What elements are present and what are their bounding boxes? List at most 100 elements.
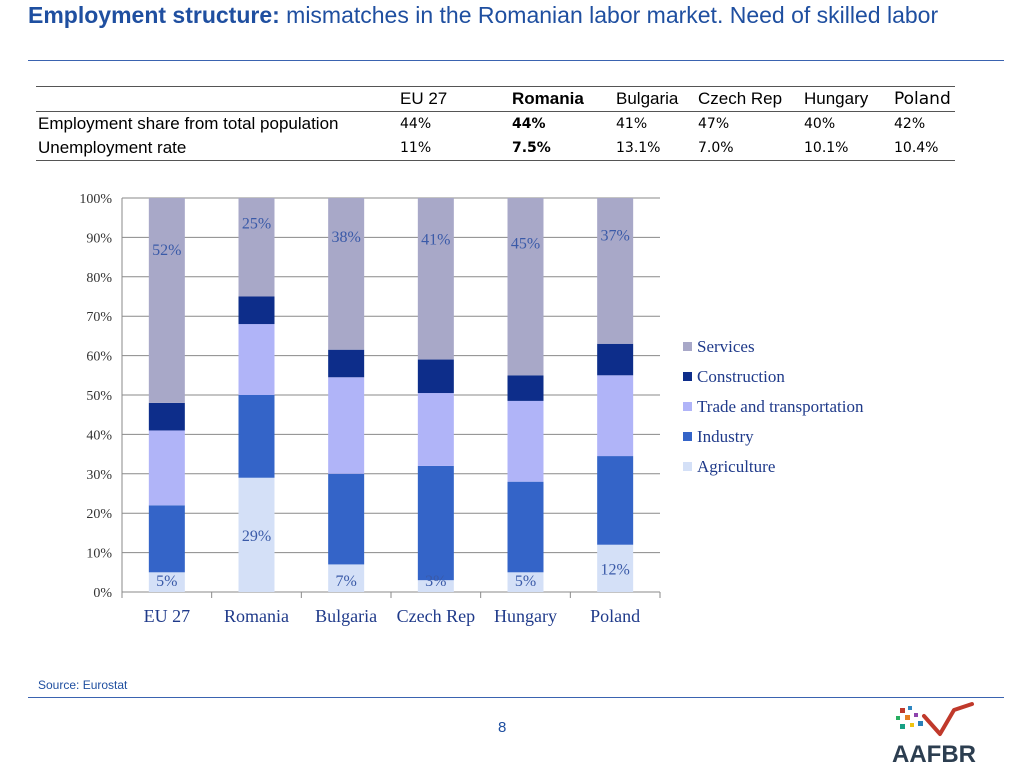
bar-segment-agriculture bbox=[148, 572, 185, 592]
slide-title: Employment structure: mismatches in the … bbox=[28, 0, 1008, 30]
bar-segment-industry bbox=[148, 505, 185, 573]
data-label: 12% bbox=[601, 561, 630, 578]
data-label: 38% bbox=[332, 229, 361, 246]
x-tick-label: Czech Rep bbox=[397, 606, 475, 626]
bar-segment-services bbox=[148, 198, 185, 403]
table-cell: 44% bbox=[400, 116, 432, 132]
legend-swatch bbox=[683, 342, 692, 351]
bar-segment-trade-and-transportation bbox=[597, 375, 634, 457]
y-tick-label: 100% bbox=[79, 192, 112, 207]
title-rest: mismatches in the Romanian labor market.… bbox=[279, 2, 939, 28]
data-label: 5% bbox=[156, 573, 177, 590]
bar-segment-agriculture bbox=[417, 580, 454, 592]
legend-swatch bbox=[683, 432, 692, 441]
bar-segment-trade-and-transportation bbox=[417, 393, 454, 466]
title-rule bbox=[28, 60, 1004, 61]
table-header-cell: Romania bbox=[510, 86, 614, 112]
y-tick-label: 30% bbox=[86, 468, 112, 483]
legend-label: Industry bbox=[697, 427, 754, 446]
data-label: 52% bbox=[152, 242, 181, 259]
bar-segment-industry bbox=[238, 395, 275, 478]
y-tick-label: 10% bbox=[86, 547, 112, 562]
table-header-row: EU 27 Romania Bulgaria Czech Rep Hungary… bbox=[36, 86, 955, 112]
legend-label: Agriculture bbox=[697, 457, 775, 476]
title-bold: Employment structure: bbox=[28, 2, 280, 28]
bar-segment-services bbox=[507, 198, 544, 376]
footer-rule bbox=[28, 697, 1004, 698]
bar-segment-construction bbox=[597, 343, 634, 376]
bar-segment-trade-and-transportation bbox=[238, 324, 275, 395]
bar-segment-construction bbox=[417, 359, 454, 394]
bar-segment-services bbox=[597, 198, 634, 344]
bar-segment-industry bbox=[597, 456, 634, 545]
x-tick-label: EU 27 bbox=[144, 606, 191, 626]
y-tick-label: 0% bbox=[93, 586, 112, 601]
table-row-label: Employment share from total population bbox=[38, 114, 339, 133]
bar-segment-agriculture bbox=[507, 572, 544, 592]
table-cell: 10.4% bbox=[892, 136, 955, 161]
bar-segment-agriculture bbox=[328, 564, 365, 592]
bar-segment-trade-and-transportation bbox=[328, 377, 365, 474]
legend-label: Trade and transportation bbox=[697, 397, 864, 416]
data-label: 37% bbox=[601, 227, 630, 244]
data-label: 3% bbox=[425, 573, 446, 590]
x-tick-label: Hungary bbox=[494, 606, 557, 626]
table-header-cell: Poland bbox=[892, 86, 955, 112]
legend-label: Services bbox=[697, 337, 755, 356]
table-cell: 7.0% bbox=[696, 136, 802, 161]
table-cell: 13.1% bbox=[614, 136, 696, 161]
table-cell: 7.5% bbox=[510, 136, 614, 161]
stats-table: EU 27 Romania Bulgaria Czech Rep Hungary… bbox=[36, 86, 955, 161]
bar-segment-construction bbox=[328, 349, 365, 378]
table-cell: 44% bbox=[512, 116, 546, 132]
y-tick-label: 40% bbox=[86, 428, 112, 443]
legend-label: Construction bbox=[697, 367, 785, 386]
table-header-cell: Hungary bbox=[802, 86, 892, 112]
table-row: Employment share from total population 4… bbox=[36, 112, 955, 137]
bar-segment-industry bbox=[417, 465, 454, 581]
table-cell: 10.1% bbox=[802, 136, 892, 161]
employment-structure-chart: 0% 10% 20% 30% 40% 50% 60% 70% 80% 90% 100% EU 27 Ro… bbox=[79, 192, 864, 626]
table-header-cell bbox=[36, 86, 398, 112]
bar-segment-construction bbox=[507, 375, 544, 401]
y-tick-label: 90% bbox=[86, 231, 112, 246]
bar-segment-agriculture bbox=[597, 544, 634, 592]
bar-segment-construction bbox=[148, 402, 185, 431]
page-number: 8 bbox=[498, 719, 507, 736]
table-header-cell: Czech Rep bbox=[696, 86, 802, 112]
svg-text:AAFBR: AAFBR bbox=[892, 741, 976, 766]
y-tick-label: 60% bbox=[86, 350, 112, 365]
table-row-label: Unemployment rate bbox=[36, 136, 398, 161]
table-cell: 41% bbox=[616, 116, 648, 132]
aafbr-logo: AAFBR bbox=[892, 702, 976, 766]
bar-segment-services bbox=[238, 198, 275, 297]
table-row: Unemployment rate 11% 7.5% 13.1% 7.0% 10… bbox=[36, 136, 955, 161]
table-header-cell: EU 27 bbox=[398, 86, 510, 112]
table-cell: 11% bbox=[398, 136, 510, 161]
bar-segment-industry bbox=[328, 473, 365, 565]
y-tick-label: 20% bbox=[86, 507, 112, 522]
y-tick-label: 50% bbox=[86, 389, 112, 404]
x-tick-label: Romania bbox=[224, 606, 289, 626]
table-cell: 40% bbox=[804, 116, 836, 132]
x-tick-label: Bulgaria bbox=[315, 606, 377, 626]
data-label: 45% bbox=[511, 235, 540, 252]
data-label: 7% bbox=[336, 573, 357, 590]
x-tick-label: Poland bbox=[590, 606, 640, 626]
legend-swatch bbox=[683, 462, 692, 471]
data-label: 29% bbox=[242, 528, 271, 545]
data-label: 41% bbox=[421, 231, 450, 248]
y-tick-label: 80% bbox=[86, 271, 112, 286]
data-label: 5% bbox=[515, 573, 536, 590]
bar-segment-trade-and-transportation bbox=[507, 400, 544, 482]
bar-segment-agriculture bbox=[238, 477, 275, 592]
table-header-cell: Bulgaria bbox=[614, 86, 696, 112]
bar-segment-industry bbox=[507, 481, 544, 573]
bar-segment-construction bbox=[238, 296, 275, 325]
source-note: Source: Eurostat bbox=[38, 678, 128, 692]
table-cell: 42% bbox=[894, 116, 926, 132]
legend-swatch bbox=[683, 402, 692, 411]
legend-swatch bbox=[683, 372, 692, 381]
table-cell: 47% bbox=[698, 116, 730, 132]
bar-segment-services bbox=[417, 198, 454, 360]
